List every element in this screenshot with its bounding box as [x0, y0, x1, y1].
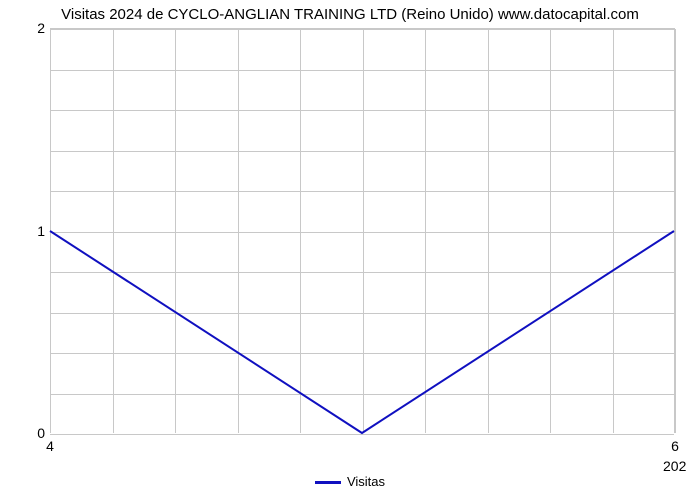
chart-title: Visitas 2024 de CYCLO-ANGLIAN TRAINING L… — [0, 6, 700, 23]
x-tick-label: 6 — [671, 438, 679, 454]
y-tick-label: 1 — [30, 223, 45, 239]
legend: Visitas — [0, 474, 700, 489]
line-series — [50, 29, 674, 433]
y-tick-label: 0 — [30, 425, 45, 441]
y-tick-label: 2 — [30, 20, 45, 36]
plot-area — [50, 28, 675, 433]
legend-swatch — [315, 481, 341, 484]
grid-line-v — [675, 29, 676, 433]
x-sublabel-right: 202 — [663, 458, 686, 474]
x-tick-label: 4 — [46, 438, 54, 454]
legend-label: Visitas — [347, 474, 385, 489]
